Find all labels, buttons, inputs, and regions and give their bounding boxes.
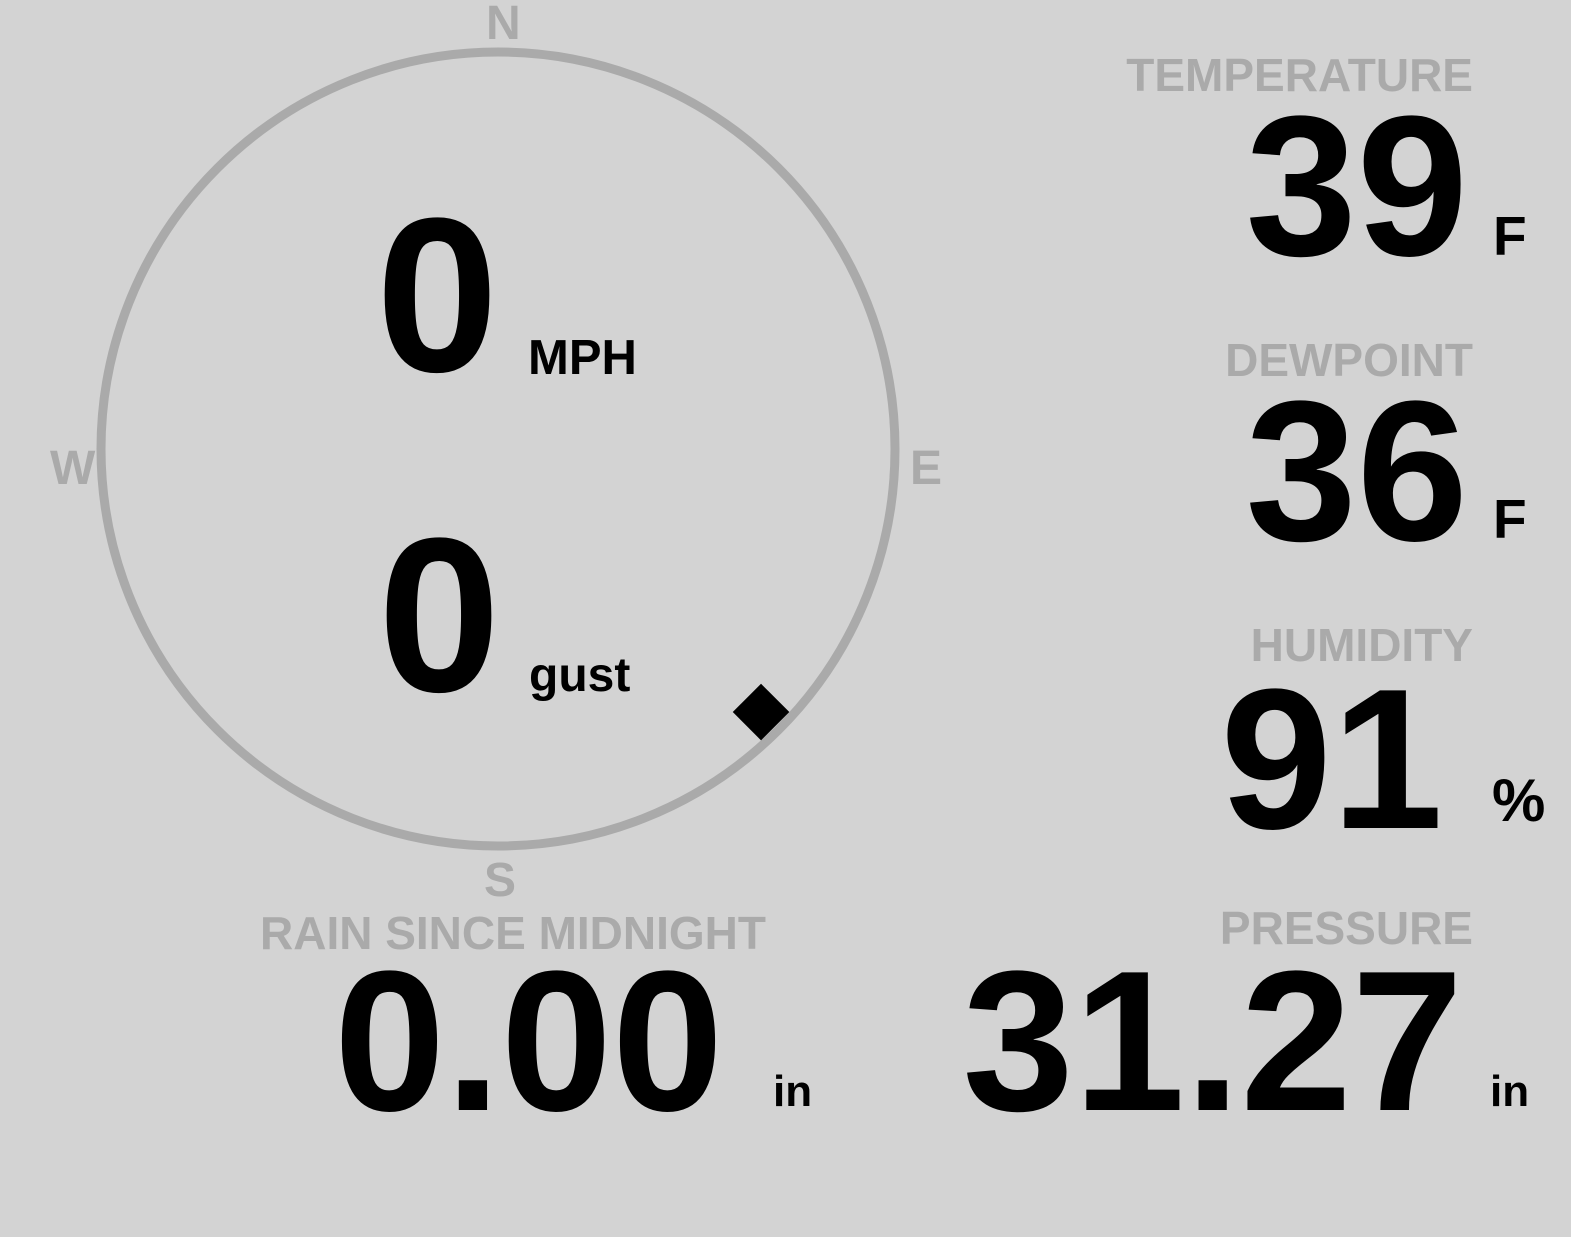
rain-value: 0.00 (334, 930, 724, 1153)
dewpoint-value: 36 (1245, 360, 1468, 583)
compass-east: E (910, 442, 943, 495)
compass-west: W (50, 442, 96, 495)
compass-north: N (486, 0, 521, 50)
pressure-unit: in (1490, 1067, 1530, 1116)
pressure-value: 31.27 (962, 930, 1464, 1153)
temperature-label: TEMPERATURE (1126, 49, 1473, 101)
compass-ring (96, 47, 900, 851)
pressure-label: PRESSURE (1219, 902, 1473, 954)
wind-speed-unit: MPH (528, 331, 637, 385)
wind-gust-value: 0 (378, 492, 501, 738)
temperature-value: 39 (1245, 75, 1468, 298)
rain-unit: in (773, 1067, 813, 1116)
temperature-unit: F (1493, 205, 1527, 267)
wind-gust-unit: gust (529, 649, 631, 702)
rain-label: RAIN SINCE MIDNIGHT (260, 907, 766, 959)
compass-south: S (484, 854, 517, 907)
humidity-label: HUMIDITY (1250, 619, 1473, 671)
dewpoint-label: DEWPOINT (1225, 334, 1473, 386)
dewpoint-unit: F (1493, 488, 1527, 550)
wind-speed-value: 0 (376, 172, 499, 418)
humidity-unit: % (1492, 767, 1546, 834)
humidity-value: 91 (1220, 648, 1443, 871)
